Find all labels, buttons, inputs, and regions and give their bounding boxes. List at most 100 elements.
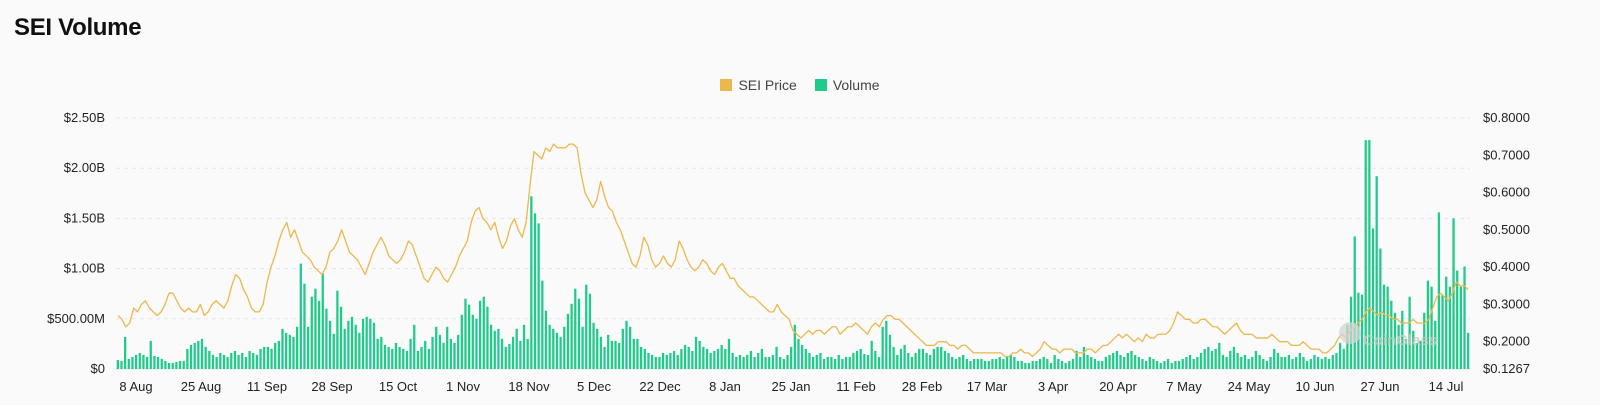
volume-bar <box>1232 346 1236 369</box>
volume-bar <box>328 320 332 369</box>
volume-bar <box>932 348 936 369</box>
volume-bar <box>398 346 401 369</box>
volume-bar <box>277 340 280 369</box>
volume-bar <box>482 296 485 369</box>
volume-bar <box>716 348 720 369</box>
volume-bar <box>1448 286 1452 369</box>
volume-bar <box>614 340 617 369</box>
volume-bar <box>705 348 709 369</box>
volume-bar <box>1188 354 1192 369</box>
volume-bar <box>336 290 339 369</box>
volume-bar <box>566 313 570 369</box>
volume-bar <box>694 336 698 369</box>
volume-bar <box>435 326 438 369</box>
volume-bar <box>954 358 957 369</box>
volume-bar <box>921 348 925 369</box>
volume-bar <box>175 361 178 369</box>
volume-bar <box>263 346 266 369</box>
x-tick-label: 11 Sep <box>247 379 287 394</box>
volume-bar <box>189 344 193 369</box>
legend-swatch-volume <box>814 79 827 91</box>
volume-bar <box>1342 348 1345 369</box>
volume-bar <box>306 326 310 369</box>
legend-item-price[interactable]: SEI Price <box>720 77 797 93</box>
y-left-tick-label: $1.00B <box>64 261 105 276</box>
volume-bar <box>1386 286 1389 369</box>
volume-bar <box>672 350 676 369</box>
volume-bar <box>943 350 946 369</box>
volume-bar <box>665 354 668 369</box>
y-right-tick-label: $0.3000 <box>1483 296 1530 311</box>
legend-item-volume[interactable]: Volume <box>814 77 880 93</box>
volume-bar <box>186 348 189 369</box>
volume-bar <box>1049 362 1053 369</box>
volume-bar <box>167 362 171 369</box>
volume-bar <box>413 324 416 369</box>
volume-bar <box>317 300 321 369</box>
volume-bar <box>1137 356 1140 369</box>
volume-bar <box>749 350 753 369</box>
volume-bar <box>738 354 742 369</box>
volume-bar <box>687 346 690 369</box>
volume-bar <box>1459 286 1462 369</box>
volume-bar <box>936 346 939 369</box>
volume-bar <box>1035 360 1038 369</box>
volume-bar <box>486 306 489 369</box>
volume-bar <box>1441 294 1444 369</box>
volume-bar <box>409 338 412 369</box>
y-right-tick-label: $0.1267 <box>1483 361 1530 376</box>
volume-bar <box>577 298 581 369</box>
volume-bar <box>650 354 654 369</box>
volume-bar <box>1306 360 1309 369</box>
volume-bar <box>1214 348 1217 369</box>
volume-bar <box>1408 296 1411 369</box>
volume-bar <box>1346 324 1349 369</box>
volume-bar <box>1177 360 1181 369</box>
volume-bar <box>1104 356 1108 369</box>
volume-bar <box>519 340 522 369</box>
volume-bar <box>874 350 877 369</box>
y-right-tick-label: $0.8000 <box>1483 110 1530 125</box>
volume-bar <box>1196 356 1199 369</box>
volume-bar <box>347 320 350 369</box>
volume-bar <box>222 354 226 369</box>
volume-bar <box>698 340 701 369</box>
volume-bar <box>724 348 727 369</box>
volume-bar <box>1145 360 1148 369</box>
volume-bar <box>424 340 427 369</box>
volume-bar <box>511 336 515 369</box>
volume-bar <box>197 340 200 369</box>
legend-label-price: SEI Price <box>738 77 797 93</box>
volume-bar <box>1013 356 1016 369</box>
volume-bar <box>870 340 873 369</box>
volume-bar <box>1467 332 1470 369</box>
volume-bar <box>145 356 149 369</box>
volume-bar <box>808 352 811 369</box>
volume-bar <box>530 196 533 369</box>
volume-bar <box>1046 358 1049 369</box>
volume-bar <box>193 342 196 369</box>
volume-bar <box>994 358 998 369</box>
volume-bar <box>1123 356 1126 369</box>
volume-bar <box>1437 212 1441 369</box>
volume-bar <box>1456 270 1459 369</box>
volume-bar <box>819 352 822 369</box>
volume-bar <box>211 354 215 369</box>
x-tick-label: 7 May <box>1166 379 1202 394</box>
volume-bar <box>1024 362 1027 369</box>
volume-bar <box>1119 354 1122 369</box>
volume-bar <box>493 330 496 369</box>
volume-bar <box>1382 284 1386 369</box>
volume-bar <box>1086 354 1089 369</box>
volume-bar <box>296 326 299 369</box>
volume-bar <box>1463 266 1466 369</box>
volume-bar <box>647 352 650 369</box>
x-tick-label: 28 Sep <box>311 379 352 394</box>
volume-bar <box>727 338 731 369</box>
volume-bar <box>457 334 460 369</box>
volume-bar <box>387 346 390 369</box>
x-tick-label: 11 Feb <box>836 379 876 394</box>
volume-bar <box>252 352 255 369</box>
volume-bar <box>1375 176 1378 369</box>
volume-bar <box>786 354 789 369</box>
